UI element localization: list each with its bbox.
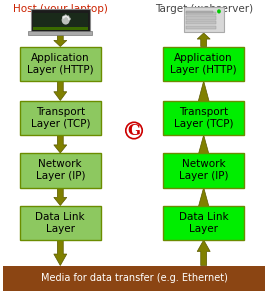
Polygon shape (197, 81, 210, 135)
Bar (186, 11, 213, 13)
Bar (186, 16, 216, 20)
Text: G: G (128, 124, 140, 137)
Text: Application
Layer (HTTP): Application Layer (HTTP) (170, 52, 237, 75)
FancyBboxPatch shape (163, 206, 244, 240)
FancyBboxPatch shape (20, 100, 100, 135)
Bar (186, 26, 216, 29)
FancyBboxPatch shape (163, 153, 244, 188)
Text: Data Link
Layer: Data Link Layer (35, 212, 85, 234)
Text: Network
Layer (IP): Network Layer (IP) (179, 159, 228, 182)
Polygon shape (197, 240, 210, 266)
Polygon shape (54, 188, 67, 206)
FancyBboxPatch shape (20, 206, 100, 240)
Polygon shape (197, 135, 210, 188)
Text: Transport
Layer (TCP): Transport Layer (TCP) (31, 106, 90, 129)
Polygon shape (197, 188, 210, 240)
Bar (31, 9, 90, 32)
Bar (186, 21, 216, 24)
Text: Application
Layer (HTTP): Application Layer (HTTP) (27, 52, 94, 75)
Circle shape (68, 17, 71, 20)
Circle shape (62, 16, 65, 19)
Bar (33, 13, 88, 30)
Polygon shape (54, 33, 67, 46)
Text: Transport
Layer (TCP): Transport Layer (TCP) (174, 106, 233, 129)
Circle shape (217, 9, 221, 14)
Polygon shape (54, 240, 67, 266)
Bar (186, 12, 216, 15)
Circle shape (64, 14, 67, 17)
Polygon shape (54, 81, 67, 100)
Text: Media for data transfer (e.g. Ethernet): Media for data transfer (e.g. Ethernet) (40, 273, 228, 283)
Bar (28, 31, 92, 35)
Text: Host (your laptop): Host (your laptop) (13, 4, 108, 14)
Bar (33, 27, 88, 30)
Text: Data Link
Layer: Data Link Layer (179, 212, 229, 234)
FancyBboxPatch shape (3, 266, 265, 291)
Polygon shape (54, 135, 67, 153)
FancyBboxPatch shape (20, 153, 100, 188)
Circle shape (62, 16, 70, 25)
Text: Target (webserver): Target (webserver) (155, 4, 253, 14)
FancyBboxPatch shape (163, 100, 244, 135)
Circle shape (67, 15, 69, 18)
Polygon shape (197, 33, 210, 46)
Bar (184, 7, 224, 31)
FancyBboxPatch shape (163, 46, 244, 81)
FancyBboxPatch shape (20, 46, 100, 81)
Text: Network
Layer (IP): Network Layer (IP) (36, 159, 85, 182)
